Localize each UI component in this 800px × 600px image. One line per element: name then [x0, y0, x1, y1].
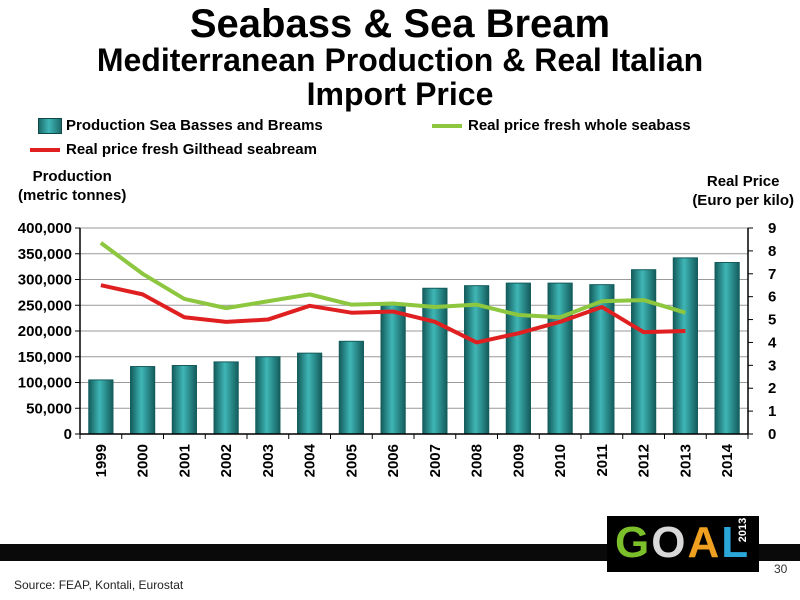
series-line-seabass [99, 241, 686, 320]
y-axis-left-title-line2: (metric tonnes) [18, 187, 127, 204]
bar-layer [88, 257, 740, 435]
goal-logo-text: GOAL [615, 518, 750, 568]
bar-1999 [88, 379, 114, 435]
bar-2004 [297, 352, 323, 435]
x-tick-label-2001: 2001 [176, 444, 193, 477]
bar-2014 [714, 262, 740, 435]
bar-2002 [213, 361, 239, 435]
y-axis-right-title: Real Price (Euro per kilo) [692, 172, 794, 210]
chart-subtitle-line2: Import Price [306, 76, 494, 112]
axis-layer [75, 227, 753, 439]
y-left-tick-label: 200,000 [18, 323, 72, 340]
x-tick-label-2006: 2006 [385, 444, 402, 477]
x-tick-label-2000: 2000 [135, 444, 152, 477]
bar-2008 [464, 285, 490, 435]
x-tick-label-2009: 2009 [510, 444, 527, 477]
page-number: 30 [774, 562, 788, 576]
line-layer [99, 241, 686, 345]
x-tick-label-2013: 2013 [677, 444, 694, 477]
x-tick-label-2011: 2011 [594, 444, 611, 477]
x-tick-label-2012: 2012 [636, 444, 653, 477]
legend-item-production: Production Sea Basses and Breams [38, 117, 323, 134]
goal-logo-letter-a: A [687, 518, 722, 567]
y-right-tick-label: 4 [768, 334, 777, 351]
chart-subtitle-line1: Mediterranean Production & Real Italian [96, 42, 704, 78]
y-right-tick-label: 7 [768, 266, 776, 283]
y-left-tick-label: 400,000 [18, 220, 72, 237]
bar-2006 [380, 302, 406, 435]
y-right-tick-label: 6 [768, 289, 776, 306]
y-right-tick-label: 5 [768, 312, 776, 329]
legend-label-seabass: Real price fresh whole seabass [468, 117, 691, 134]
x-tick-label-2010: 2010 [552, 444, 569, 477]
bar-2007 [422, 287, 448, 435]
bar-2003 [255, 356, 281, 435]
x-tick-label-2014: 2014 [719, 443, 736, 477]
legend-swatch-production [38, 117, 62, 134]
y-left-tick-label: 50,000 [26, 400, 72, 417]
y-left-tick-label: 300,000 [18, 272, 72, 289]
goal-logo: GOAL 2013 [607, 516, 759, 572]
bar-2001 [171, 365, 197, 435]
legend-item-seabass: Real price fresh whole seabass [432, 117, 691, 134]
goal-logo-letter-g: G [615, 518, 652, 567]
legend-label-seabream: Real price fresh Gilthead seabream [66, 141, 317, 158]
legend-swatch-seabream [30, 147, 60, 152]
goal-logo-letter-l: L [721, 518, 751, 567]
y-right-tick-label: 3 [768, 357, 776, 374]
y-right-tick-label: 1 [768, 403, 776, 420]
y-left-tick-label: 150,000 [18, 349, 72, 366]
y-axis-right-title-line1: Real Price [706, 173, 780, 190]
chart-title: Seabass & Sea Bream [189, 2, 611, 46]
bar-2000 [130, 366, 156, 435]
y-left-tick-label: 0 [64, 426, 72, 443]
footer-bar [0, 544, 800, 561]
y-axis-left-title: Production (metric tonnes) [18, 167, 126, 205]
x-tick-label-2004: 2004 [302, 443, 319, 477]
series-line-seabream [100, 283, 686, 345]
x-tick-label-2002: 2002 [218, 444, 235, 477]
bar-2009 [505, 282, 531, 435]
y-right-tick-label: 8 [768, 243, 776, 260]
legend-label-production: Production Sea Basses and Breams [66, 117, 323, 134]
y-right-tick-label: 2 [768, 380, 776, 397]
bar-2010 [547, 282, 573, 435]
legend-item-seabream: Real price fresh Gilthead seabream [30, 141, 317, 158]
y-left-tick-label: 350,000 [18, 246, 72, 263]
y-right-tick-label: 9 [768, 220, 776, 237]
y-left-tick-label: 250,000 [18, 297, 72, 314]
x-tick-label-2007: 2007 [427, 444, 444, 477]
x-tick-label-2005: 2005 [343, 444, 360, 477]
label-layer: 0 50,000 100,000 150,000 200,000 250,000 300,0… [18, 220, 777, 477]
y-right-tick-label: 0 [768, 426, 776, 443]
x-tick-label-2003: 2003 [260, 444, 277, 477]
bar-2005 [338, 340, 364, 435]
x-tick-label-1999: 1999 [93, 444, 110, 477]
source-note: Source: FEAP, Kontali, Eurostat [14, 578, 184, 592]
goal-logo-letter-o: O [651, 518, 688, 567]
bar-2012 [631, 269, 657, 435]
y-axis-right-title-line2: (Euro per kilo) [692, 192, 794, 209]
legend-swatch-seabass [432, 123, 462, 128]
bar-2013 [672, 257, 698, 435]
y-axis-left-title-line1: Production [32, 168, 112, 185]
x-tick-label-2008: 2008 [469, 444, 486, 477]
goal-logo-year: 2013 [736, 517, 749, 543]
y-left-tick-label: 100,000 [18, 375, 72, 392]
